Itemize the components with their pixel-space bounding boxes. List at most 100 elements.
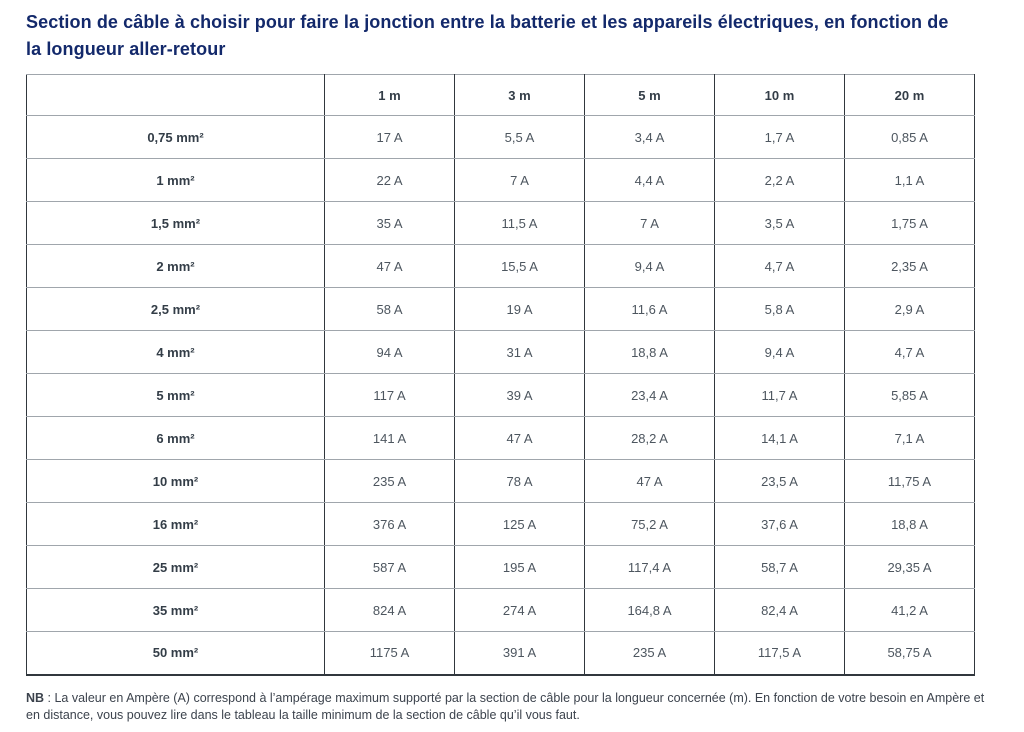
value-cell: 31 A bbox=[454, 330, 585, 374]
column-header: 10 m bbox=[714, 74, 845, 116]
value-cell: 35 A bbox=[324, 201, 455, 245]
footnote-text: : La valeur en Ampère (A) correspond à l… bbox=[26, 690, 985, 722]
table-row: 6 mm² 141 A 47 A 28,2 A 14,1 A 7,1 A bbox=[26, 416, 975, 460]
value-cell: 2,35 A bbox=[844, 244, 975, 288]
value-cell: 125 A bbox=[454, 502, 585, 546]
value-cell: 164,8 A bbox=[584, 588, 715, 632]
row-label: 1,5 mm² bbox=[26, 201, 325, 245]
value-cell: 23,4 A bbox=[584, 373, 715, 417]
column-header: 3 m bbox=[454, 74, 585, 116]
row-label: 35 mm² bbox=[26, 588, 325, 632]
footnote: NB : La valeur en Ampère (A) correspond … bbox=[26, 690, 992, 724]
value-cell: 15,5 A bbox=[454, 244, 585, 288]
value-cell: 37,6 A bbox=[714, 502, 845, 546]
table-row: 35 mm² 824 A 274 A 164,8 A 82,4 A 41,2 A bbox=[26, 588, 975, 632]
value-cell: 235 A bbox=[324, 459, 455, 503]
value-cell: 18,8 A bbox=[844, 502, 975, 546]
value-cell: 587 A bbox=[324, 545, 455, 589]
value-cell: 117 A bbox=[324, 373, 455, 417]
table-row: 2,5 mm² 58 A 19 A 11,6 A 5,8 A 2,9 A bbox=[26, 287, 975, 331]
value-cell: 141 A bbox=[324, 416, 455, 460]
table-row: 25 mm² 587 A 195 A 117,4 A 58,7 A 29,35 A bbox=[26, 545, 975, 589]
value-cell: 22 A bbox=[324, 158, 455, 202]
column-header: 1 m bbox=[324, 74, 455, 116]
value-cell: 824 A bbox=[324, 588, 455, 632]
value-cell: 58 A bbox=[324, 287, 455, 331]
value-cell: 5,5 A bbox=[454, 115, 585, 159]
value-cell: 4,4 A bbox=[584, 158, 715, 202]
row-label: 4 mm² bbox=[26, 330, 325, 374]
value-cell: 4,7 A bbox=[844, 330, 975, 374]
table-row: 4 mm² 94 A 31 A 18,8 A 9,4 A 4,7 A bbox=[26, 330, 975, 374]
value-cell: 14,1 A bbox=[714, 416, 845, 460]
value-cell: 41,2 A bbox=[844, 588, 975, 632]
value-cell: 58,7 A bbox=[714, 545, 845, 589]
value-cell: 17 A bbox=[324, 115, 455, 159]
page-title-line-1: Section de câble à choisir pour faire la… bbox=[26, 12, 949, 32]
row-label: 16 mm² bbox=[26, 502, 325, 546]
value-cell: 11,5 A bbox=[454, 201, 585, 245]
value-cell: 2,9 A bbox=[844, 287, 975, 331]
row-label: 25 mm² bbox=[26, 545, 325, 589]
value-cell: 1,7 A bbox=[714, 115, 845, 159]
value-cell: 47 A bbox=[324, 244, 455, 288]
value-cell: 11,7 A bbox=[714, 373, 845, 417]
row-label: 6 mm² bbox=[26, 416, 325, 460]
row-label: 0,75 mm² bbox=[26, 115, 325, 159]
value-cell: 7 A bbox=[454, 158, 585, 202]
value-cell: 4,7 A bbox=[714, 244, 845, 288]
value-cell: 18,8 A bbox=[584, 330, 715, 374]
row-label: 2 mm² bbox=[26, 244, 325, 288]
value-cell: 11,75 A bbox=[844, 459, 975, 503]
value-cell: 5,8 A bbox=[714, 287, 845, 331]
row-label: 1 mm² bbox=[26, 158, 325, 202]
value-cell: 3,5 A bbox=[714, 201, 845, 245]
value-cell: 7,1 A bbox=[844, 416, 975, 460]
footnote-prefix: NB bbox=[26, 690, 45, 705]
value-cell: 3,4 A bbox=[584, 115, 715, 159]
value-cell: 19 A bbox=[454, 287, 585, 331]
value-cell: 376 A bbox=[324, 502, 455, 546]
value-cell: 28,2 A bbox=[584, 416, 715, 460]
row-label: 10 mm² bbox=[26, 459, 325, 503]
corner-cell bbox=[26, 74, 325, 116]
value-cell: 235 A bbox=[584, 631, 715, 675]
value-cell: 39 A bbox=[454, 373, 585, 417]
value-cell: 117,5 A bbox=[714, 631, 845, 675]
value-cell: 94 A bbox=[324, 330, 455, 374]
value-cell: 58,75 A bbox=[844, 631, 975, 675]
table-row: 50 mm² 1175 A 391 A 235 A 117,5 A 58,75 A bbox=[26, 631, 975, 675]
value-cell: 274 A bbox=[454, 588, 585, 632]
row-label: 5 mm² bbox=[26, 373, 325, 417]
value-cell: 78 A bbox=[454, 459, 585, 503]
row-label: 50 mm² bbox=[26, 631, 325, 675]
column-header: 5 m bbox=[584, 74, 715, 116]
page-title-line-2: la longueur aller-retour bbox=[26, 39, 226, 59]
value-cell: 7 A bbox=[584, 201, 715, 245]
table-row: 10 mm² 235 A 78 A 47 A 23,5 A 11,75 A bbox=[26, 459, 975, 503]
value-cell: 82,4 A bbox=[714, 588, 845, 632]
value-cell: 117,4 A bbox=[584, 545, 715, 589]
value-cell: 47 A bbox=[584, 459, 715, 503]
value-cell: 5,85 A bbox=[844, 373, 975, 417]
value-cell: 1175 A bbox=[324, 631, 455, 675]
value-cell: 29,35 A bbox=[844, 545, 975, 589]
table-row: 2 mm² 47 A 15,5 A 9,4 A 4,7 A 2,35 A bbox=[26, 244, 975, 288]
value-cell: 391 A bbox=[454, 631, 585, 675]
table-row: 16 mm² 376 A 125 A 75,2 A 37,6 A 18,8 A bbox=[26, 502, 975, 546]
table-row: 5 mm² 117 A 39 A 23,4 A 11,7 A 5,85 A bbox=[26, 373, 975, 417]
value-cell: 1,75 A bbox=[844, 201, 975, 245]
value-cell: 195 A bbox=[454, 545, 585, 589]
table-row: 0,75 mm² 17 A 5,5 A 3,4 A 1,7 A 0,85 A bbox=[26, 115, 975, 159]
value-cell: 1,1 A bbox=[844, 158, 975, 202]
value-cell: 47 A bbox=[454, 416, 585, 460]
column-header: 20 m bbox=[844, 74, 975, 116]
page-title: Section de câble à choisir pour faire la… bbox=[26, 9, 998, 63]
value-cell: 75,2 A bbox=[584, 502, 715, 546]
value-cell: 11,6 A bbox=[584, 287, 715, 331]
